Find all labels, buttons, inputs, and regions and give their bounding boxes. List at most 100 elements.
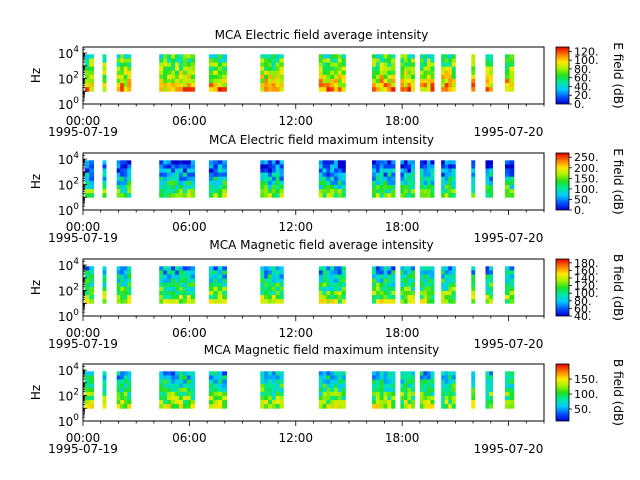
- spectrogram-cell: [387, 62, 392, 68]
- spectrogram-cell: [89, 172, 95, 178]
- spectrogram-cell: [423, 74, 428, 80]
- spectrogram-cell: [217, 193, 223, 198]
- spectrogram-cell: [163, 66, 168, 72]
- spectrogram-cell: [186, 160, 192, 165]
- spectrogram-cell: [217, 387, 223, 393]
- spectrogram-cell: [330, 164, 335, 169]
- spectrogram-cell: [451, 278, 456, 284]
- spectrogram-cell: [387, 379, 392, 385]
- spectrogram-cell: [426, 168, 431, 174]
- colorbar: 50.100.150. B field (dB): [555, 359, 625, 426]
- spectrogram-cell: [260, 404, 265, 409]
- spectrogram-cell: [175, 286, 180, 292]
- spectrogram-cell: [213, 387, 219, 393]
- spectrogram-cell: [407, 58, 412, 63]
- spectrogram-cell: [444, 176, 449, 182]
- spectrogram-cell: [448, 87, 453, 92]
- spectrogram-cell: [337, 286, 343, 292]
- spectrogram-cell: [171, 168, 176, 174]
- spectrogram-cell: [178, 278, 184, 284]
- spectrogram-cell: [387, 180, 392, 186]
- y-axis-label: Hz: [29, 68, 43, 83]
- spectrogram-cell: [190, 379, 196, 385]
- spectrogram-cell: [509, 58, 515, 63]
- spectrogram-cell: [337, 295, 343, 300]
- spectrogram-cell: [279, 168, 284, 174]
- spectrogram-cell: [423, 286, 428, 292]
- spectrogram-cell: [379, 70, 384, 76]
- spectrogram-cell: [504, 176, 510, 182]
- spectrogram-cell: [337, 164, 343, 169]
- spectrogram-cell: [341, 387, 346, 393]
- spectrogram-cell: [441, 391, 446, 397]
- spectrogram-cell: [504, 62, 510, 68]
- spectrogram-cell: [159, 404, 164, 409]
- spectrogram-cell: [509, 391, 515, 397]
- spectrogram-cell: [423, 176, 428, 182]
- spectrogram-cell: [171, 184, 176, 190]
- spectrogram-cell: [411, 278, 415, 284]
- spectrogram-cell: [341, 391, 346, 397]
- spectrogram-cell: [407, 164, 412, 169]
- spectrogram-cell: [403, 278, 408, 284]
- spectrogram-cell: [159, 395, 164, 401]
- spectrogram-cell: [471, 74, 476, 80]
- spectrogram-cell: [330, 176, 335, 182]
- spectrogram-cell: [275, 66, 280, 72]
- spectrogram-cell: [318, 387, 324, 393]
- spectrogram-cell: [171, 193, 176, 198]
- spectrogram-cell: [372, 266, 377, 271]
- spectrogram-cell: [419, 66, 424, 72]
- spectrogram-cell: [182, 74, 188, 80]
- spectrogram-cell: [387, 299, 392, 304]
- spectrogram-cell: [489, 278, 493, 284]
- spectrogram-cell: [116, 387, 121, 393]
- spectrogram-cell: [260, 371, 265, 376]
- spectrogram-cell: [217, 400, 223, 405]
- spectrogram-cell: [448, 371, 453, 376]
- spectrogram-cell: [163, 290, 168, 296]
- spectrogram-cell: [120, 379, 125, 385]
- spectrogram-cell: [217, 395, 223, 401]
- spectrogram-cell: [159, 83, 164, 88]
- colorbar-tick-label: 150.: [574, 373, 599, 386]
- spectrogram-cell: [391, 54, 396, 59]
- spectrogram-cell: [504, 266, 510, 271]
- spectrogram-cell: [175, 172, 180, 178]
- spectrogram-cell: [190, 83, 196, 88]
- spectrogram-cell: [167, 168, 172, 174]
- spectrogram-cell: [116, 54, 121, 59]
- spectrogram-cell: [387, 295, 392, 300]
- spectrogram-cell: [123, 266, 128, 271]
- spectrogram-cell: [159, 278, 164, 284]
- spectrogram-cell: [178, 66, 184, 72]
- spectrogram-cell: [190, 274, 196, 280]
- spectrogram-cell: [426, 266, 431, 271]
- spectrogram-cell: [120, 184, 125, 190]
- spectrogram-cell: [171, 160, 176, 165]
- spectrogram-cell: [275, 282, 280, 288]
- spectrogram-cell: [334, 160, 339, 165]
- spectrogram-cell: [407, 379, 412, 385]
- spectrogram-cell: [178, 375, 184, 380]
- spectrogram-cell: [375, 66, 381, 72]
- spectrogram-cell: [260, 266, 265, 271]
- spectrogram-cell: [190, 184, 196, 190]
- spectrogram-cell: [379, 270, 384, 275]
- spectrogram-cell: [213, 299, 219, 304]
- spectrogram-cell: [441, 160, 446, 165]
- spectrogram-cell: [387, 83, 392, 88]
- spectrogram-cell: [403, 193, 408, 198]
- spectrogram-cell: [411, 164, 415, 169]
- spectrogram-cell: [426, 172, 431, 178]
- spectrogram-cell: [318, 164, 324, 169]
- spectrogram-cell: [322, 375, 327, 380]
- spectrogram-cell: [89, 66, 95, 72]
- spectrogram-cell: [379, 379, 384, 385]
- spectrogram-cell: [383, 184, 388, 190]
- spectrogram-cell: [444, 282, 449, 288]
- spectrogram-cell: [217, 54, 223, 59]
- spectrogram-cell: [411, 78, 415, 84]
- spectrogram-cell: [411, 83, 415, 88]
- spectrogram-cell: [190, 400, 196, 405]
